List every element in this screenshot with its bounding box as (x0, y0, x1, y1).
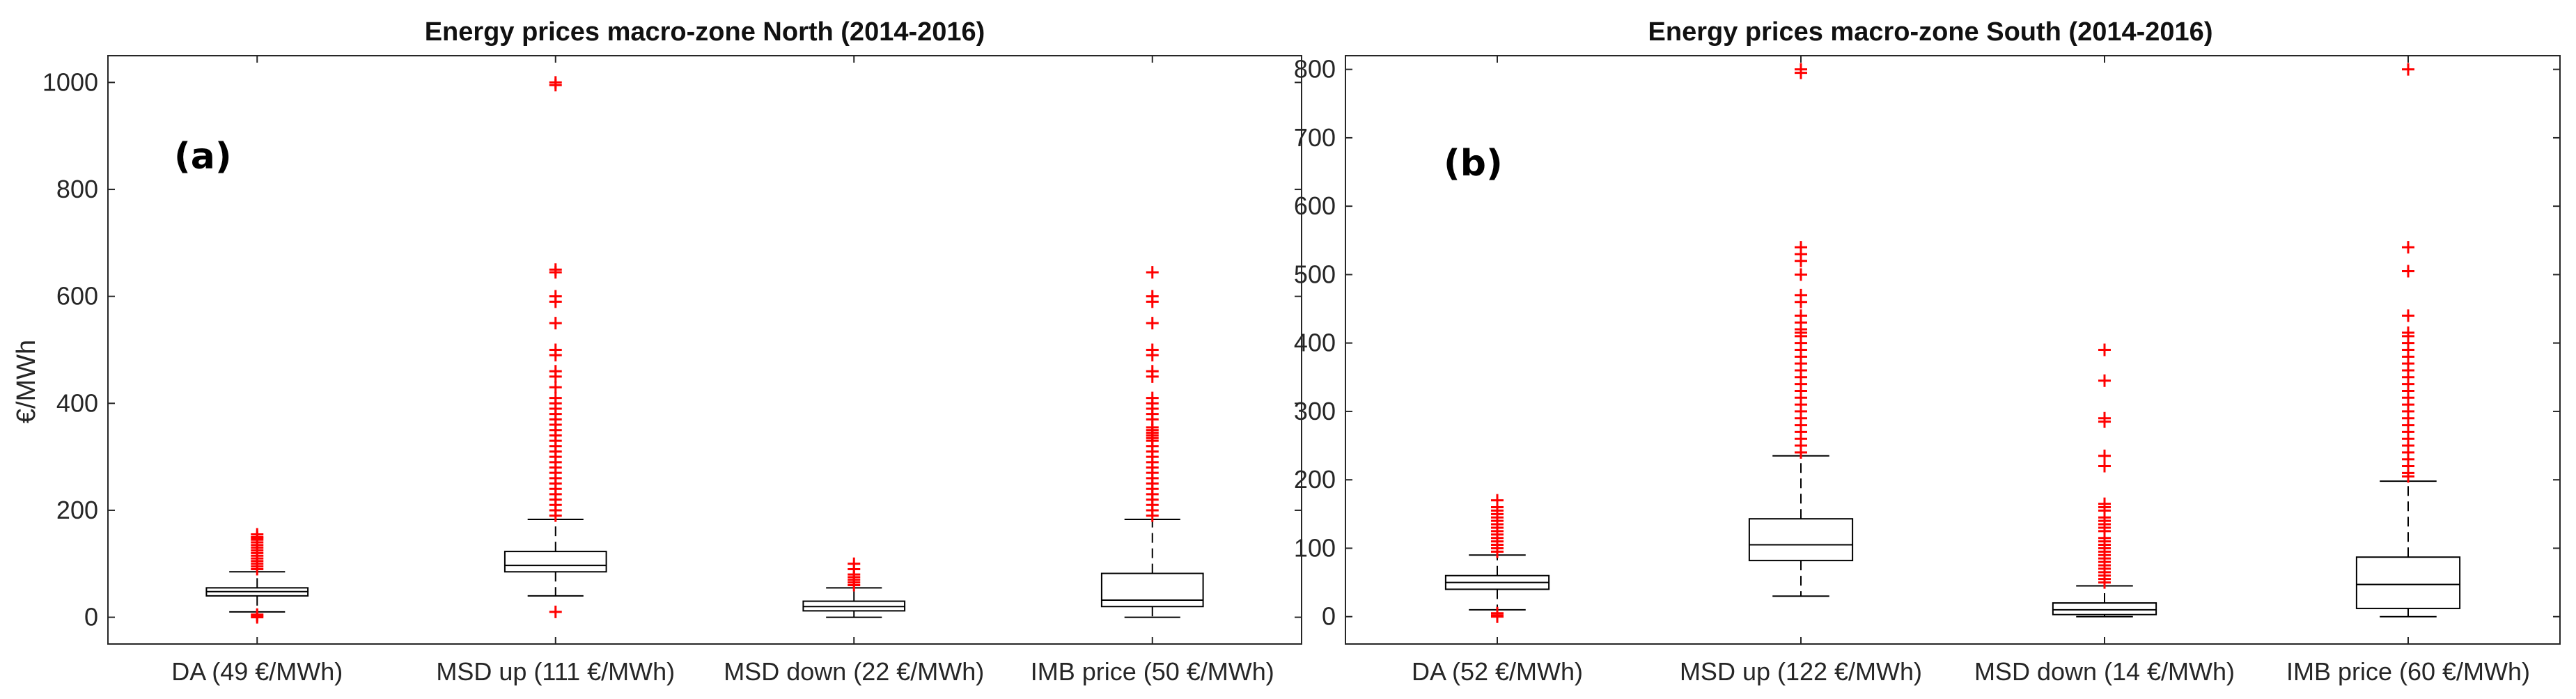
y-tick-label: 400 (1294, 329, 1336, 357)
y-tick-label: 200 (1294, 465, 1336, 494)
plot-area (1345, 55, 2561, 645)
outlier (549, 370, 562, 383)
panel-south: Energy prices macro-zone South (2014-201… (1294, 17, 2561, 686)
outlier (2402, 309, 2414, 322)
outlier (2402, 63, 2414, 76)
y-tick-label: 800 (1294, 55, 1336, 84)
panel-label: (a) (174, 136, 232, 178)
outlier (549, 317, 562, 330)
x-tick-label: IMB price (60 €/MWh) (2286, 657, 2530, 686)
outlier (2402, 265, 2414, 278)
y-tick-label: 600 (1294, 191, 1336, 220)
panel-north: Energy prices macro-zone North (2014-201… (12, 17, 1302, 686)
y-tick-label: 0 (1322, 602, 1336, 631)
y-tick-label: 1000 (42, 68, 98, 96)
chart-marks: 0 100 200 300 400 500 600 700 800 DA (52 €/MWh) MS… (1294, 55, 2560, 686)
chart-marks: 0 200 400 600 800 1000 DA (49 €/MWh) MSD up (11… (42, 56, 1302, 686)
outlier (1795, 446, 1807, 459)
outlier (848, 557, 861, 570)
y-tick-label: 600 (56, 282, 98, 311)
panel-label: (b) (1444, 143, 1503, 184)
outlier (1795, 268, 1807, 281)
x-tick-label: IMB price (50 €/MWh) (1031, 657, 1274, 686)
y-tick-label: 0 (84, 603, 98, 631)
x-tick-label: DA (52 €/MWh) (1412, 657, 1583, 686)
y-tick-label: 100 (1294, 533, 1336, 562)
outlier (2098, 460, 2111, 473)
outlier (1146, 370, 1159, 383)
box (504, 551, 607, 573)
outlier (251, 563, 264, 576)
outlier (1146, 295, 1159, 308)
plot-area (107, 55, 1302, 645)
chart-title: Energy prices macro-zone South (2014-201… (1648, 17, 2213, 47)
outlier (1146, 509, 1159, 522)
outlier (251, 528, 264, 541)
outlier (1795, 254, 1807, 267)
box (1100, 572, 1204, 608)
y-tick-label: 200 (56, 496, 98, 524)
outlier (549, 381, 562, 394)
y-tick-label: 400 (56, 388, 98, 417)
outlier (549, 509, 562, 522)
y-tick-label: 700 (1294, 123, 1336, 152)
outlier (2098, 343, 2111, 356)
outlier (2098, 374, 2111, 387)
outlier (549, 349, 562, 362)
outlier (549, 79, 562, 92)
outlier (1491, 545, 1504, 558)
y-tick-label: 500 (1294, 260, 1336, 288)
outlier (549, 605, 562, 618)
outlier (2098, 576, 2111, 589)
outlier (1146, 266, 1159, 279)
chart-title: Energy prices macro-zone North (2014-201… (425, 17, 985, 47)
x-tick-label: MSD up (111 €/MWh) (436, 657, 675, 686)
outlier (549, 295, 562, 308)
outlier (1146, 349, 1159, 362)
outlier (2402, 470, 2414, 483)
box (2052, 602, 2157, 615)
outlier (2098, 415, 2111, 428)
y-axis-label: €/MWh (12, 340, 41, 423)
x-tick-label: MSD up (122 €/MWh) (1680, 657, 1922, 686)
outlier (549, 266, 562, 279)
box (1748, 518, 1854, 562)
x-tick-label: MSD down (22 €/MWh) (724, 657, 984, 686)
y-tick-label: 300 (1294, 397, 1336, 425)
outlier (1795, 295, 1807, 308)
outlier (1795, 66, 1807, 79)
outlier (1491, 606, 1504, 620)
outlier (251, 608, 264, 621)
outlier (2402, 241, 2414, 254)
x-tick-label: DA (49 €/MWh) (171, 657, 343, 686)
box (2355, 556, 2461, 609)
outlier (1146, 317, 1159, 330)
x-tick-label: MSD down (14 €/MWh) (1974, 657, 2235, 686)
y-tick-label: 800 (56, 175, 98, 203)
